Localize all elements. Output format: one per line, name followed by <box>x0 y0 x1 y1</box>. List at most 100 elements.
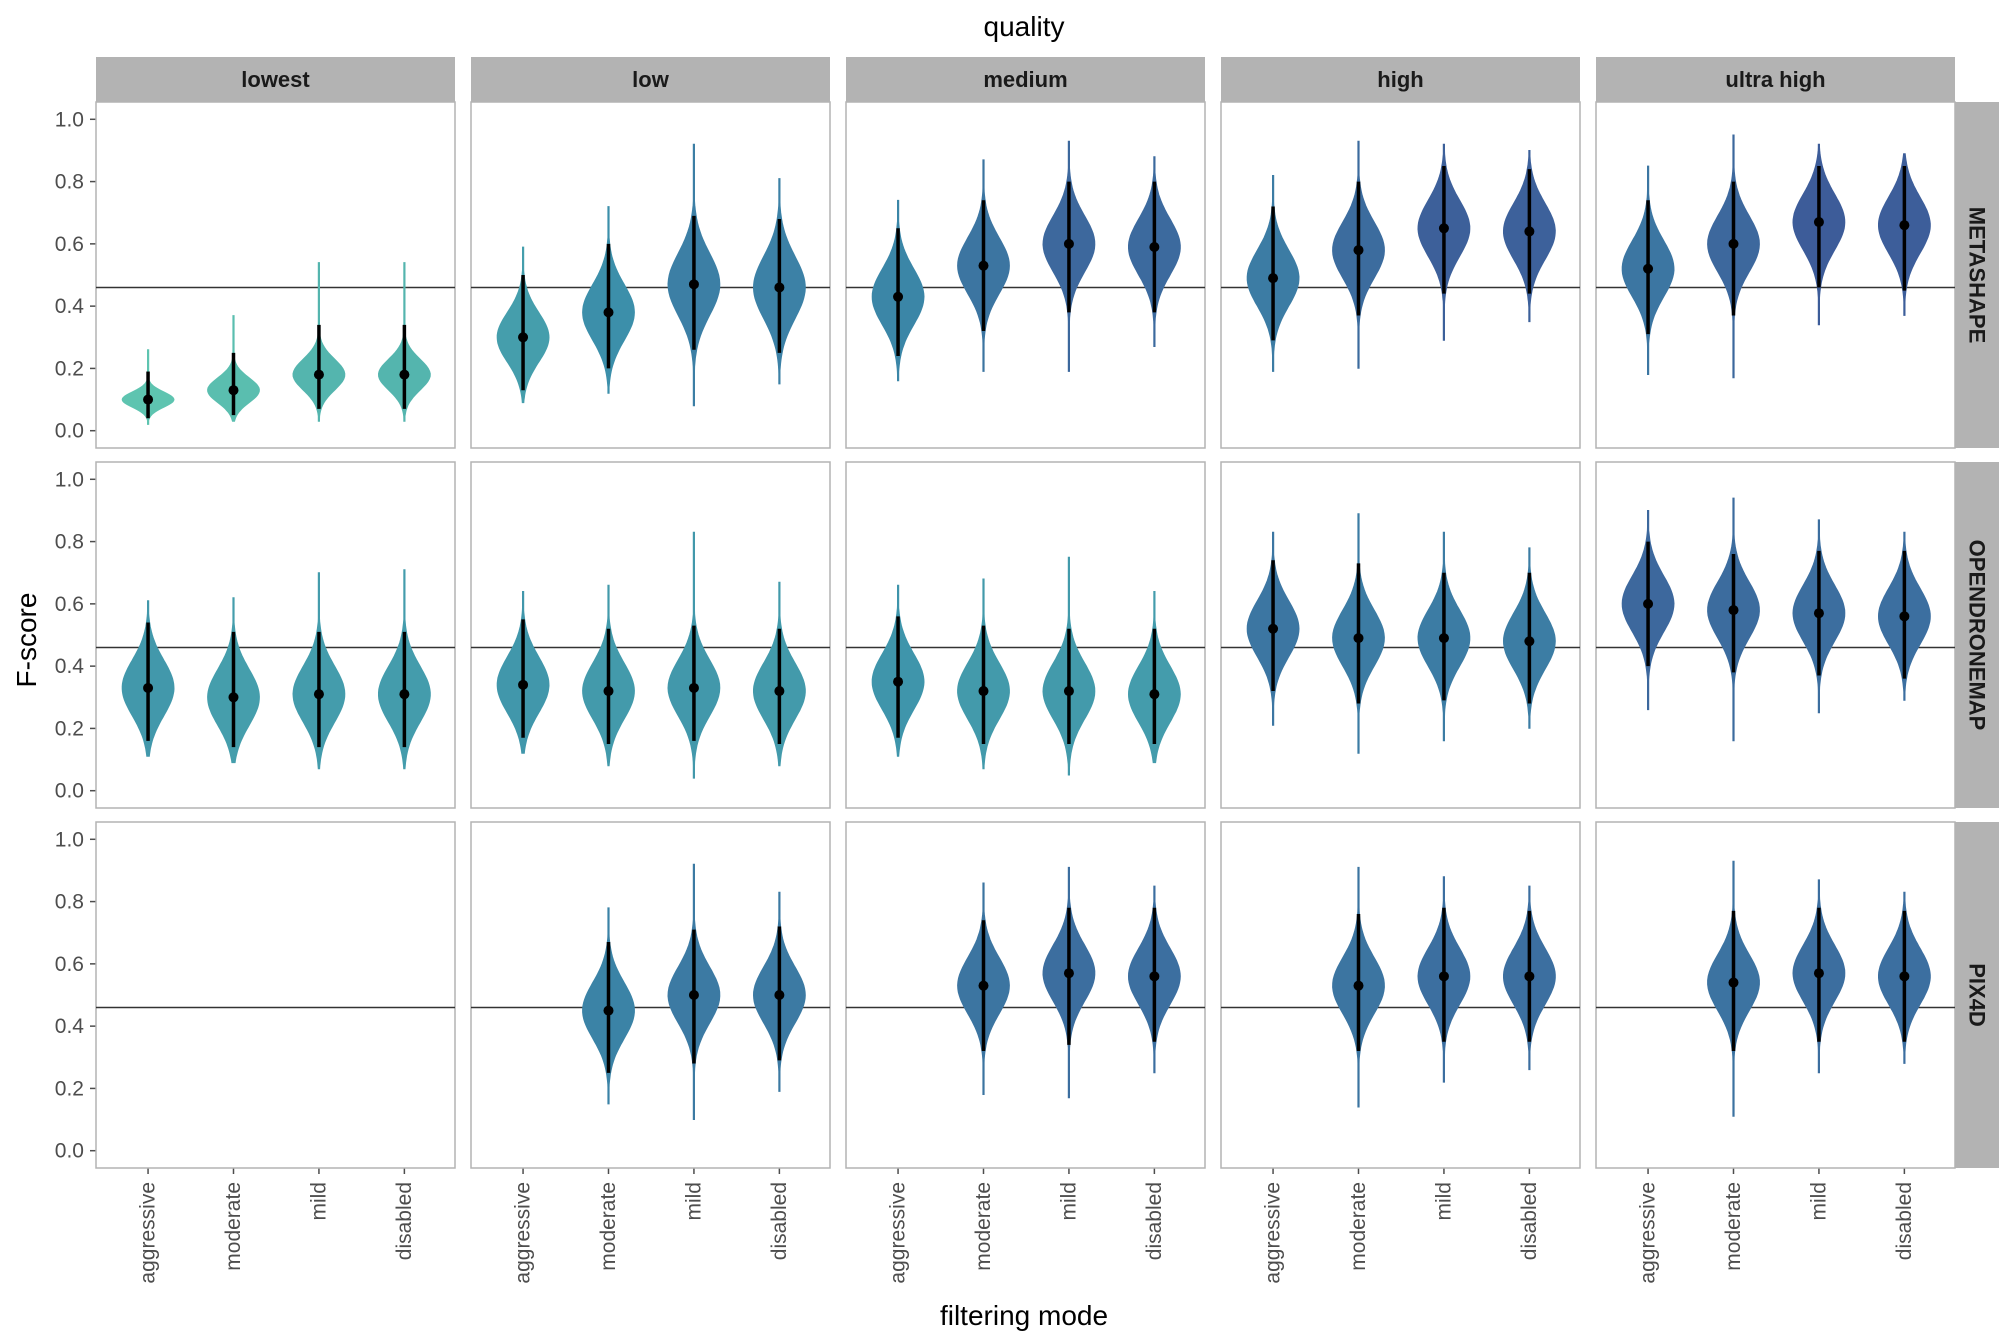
median-point <box>518 332 529 343</box>
column-strip <box>96 57 455 102</box>
median-point <box>688 990 699 1000</box>
facet-panels: lowest low medium high ultra high METASHAPE 0.… <box>55 57 1999 1284</box>
median-point <box>603 686 614 697</box>
violin-group <box>1878 891 1931 1064</box>
median-point <box>228 692 239 703</box>
violin-group <box>1246 174 1300 372</box>
y-tick-label: 0.2 <box>55 717 84 740</box>
column-strip <box>1221 57 1580 102</box>
violin-group <box>1707 134 1760 379</box>
median-point <box>1149 689 1160 700</box>
violin-group <box>752 178 806 385</box>
median-point <box>978 980 989 991</box>
y-tick-label: 1.0 <box>55 828 84 851</box>
facet-panel <box>845 821 1206 1169</box>
median-point <box>1438 223 1449 234</box>
median-point <box>518 679 529 690</box>
facet-panel <box>470 101 831 449</box>
row-strip-label: METASHAPE <box>1965 207 1990 344</box>
x-tick-label: mild <box>682 1182 705 1221</box>
row-strip-label: OPENDRONEMAP <box>1965 540 1990 731</box>
median-point <box>1524 226 1535 237</box>
column-strip-label: ultra high <box>1725 67 1825 92</box>
violin-group <box>1417 143 1471 341</box>
violin-group <box>292 262 346 422</box>
panel-background <box>845 821 1206 1169</box>
violin-group <box>957 882 1010 1095</box>
violin-group <box>1332 866 1385 1108</box>
violin-group <box>871 584 925 757</box>
median-point <box>1524 971 1535 982</box>
y-tick-label: 0.8 <box>55 891 84 914</box>
panel-background <box>470 461 831 809</box>
violin-group <box>1042 140 1096 372</box>
median-point <box>978 686 989 697</box>
facet-panel <box>95 461 456 809</box>
median-point <box>1063 238 1074 249</box>
median-point <box>1063 968 1074 979</box>
median-point <box>1899 611 1910 622</box>
facet-panel <box>95 101 456 449</box>
y-tick-label: 0.0 <box>55 1140 84 1163</box>
x-tick-label: disabled <box>393 1182 416 1260</box>
violin-group <box>1042 866 1096 1099</box>
median-point <box>774 686 785 697</box>
violin-group <box>1127 591 1181 764</box>
violin-group <box>1332 513 1385 754</box>
violin-group <box>752 891 806 1092</box>
facet-column-title: quality <box>984 11 1065 42</box>
median-point <box>1149 971 1160 982</box>
column-strip-label: low <box>632 67 670 92</box>
y-tick-label: 0.2 <box>55 1077 84 1100</box>
x-tick-label: aggressive <box>887 1182 910 1284</box>
x-tick-label: moderate <box>597 1182 620 1271</box>
violin-group <box>1877 531 1931 701</box>
violin-group <box>1042 556 1096 776</box>
median-point <box>1643 263 1654 274</box>
violin-group <box>207 315 260 422</box>
median-point <box>399 689 410 700</box>
column-strip <box>1596 57 1955 102</box>
column-strip <box>846 57 1205 102</box>
facet-panel <box>470 461 831 809</box>
x-tick-label: aggressive <box>1637 1182 1660 1284</box>
x-tick-label: moderate <box>222 1182 245 1271</box>
violin-group <box>1417 876 1471 1083</box>
violin-group <box>1332 140 1385 369</box>
violin-group <box>582 206 635 394</box>
x-tick-label: disabled <box>1518 1182 1541 1260</box>
median-point <box>1149 241 1160 252</box>
facet-panel <box>845 461 1206 809</box>
panel-background <box>95 461 456 809</box>
violin-group <box>582 584 635 767</box>
violin-group <box>871 199 925 382</box>
violin-group <box>496 246 550 404</box>
x-tick-label: aggressive <box>512 1182 535 1284</box>
violin-group <box>957 159 1010 372</box>
y-tick-label: 0.0 <box>55 420 84 443</box>
violin-group <box>957 578 1010 770</box>
y-tick-label: 0.4 <box>55 295 85 318</box>
median-point <box>1268 623 1279 634</box>
violin-group <box>292 572 346 770</box>
median-point <box>1438 971 1449 982</box>
median-point <box>1643 598 1654 609</box>
median-point <box>1268 273 1279 284</box>
median-point <box>1728 238 1739 249</box>
median-point <box>1728 605 1739 616</box>
row-strip-label: PIX4D <box>1965 963 1990 1027</box>
facet-panel <box>1220 821 1581 1169</box>
violin-group <box>667 863 721 1120</box>
facet-panel <box>1220 101 1581 449</box>
violin-group <box>1878 153 1931 316</box>
median-point <box>1353 633 1364 644</box>
median-point <box>143 394 154 405</box>
x-tick-label: disabled <box>768 1182 791 1260</box>
median-point <box>1063 686 1074 697</box>
median-point <box>1728 977 1739 988</box>
median-point <box>893 291 904 302</box>
median-point <box>893 676 904 687</box>
x-axis-title: filtering mode <box>940 1300 1108 1331</box>
median-point <box>1353 245 1364 256</box>
